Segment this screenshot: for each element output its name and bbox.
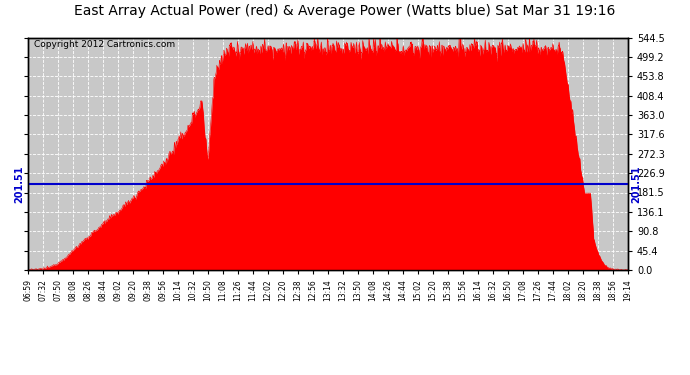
Text: Copyright 2012 Cartronics.com: Copyright 2012 Cartronics.com xyxy=(34,40,175,49)
Text: 201.51: 201.51 xyxy=(14,165,25,203)
Text: 201.51: 201.51 xyxy=(631,165,641,203)
Text: East Array Actual Power (red) & Average Power (Watts blue) Sat Mar 31 19:16: East Array Actual Power (red) & Average … xyxy=(75,4,615,18)
